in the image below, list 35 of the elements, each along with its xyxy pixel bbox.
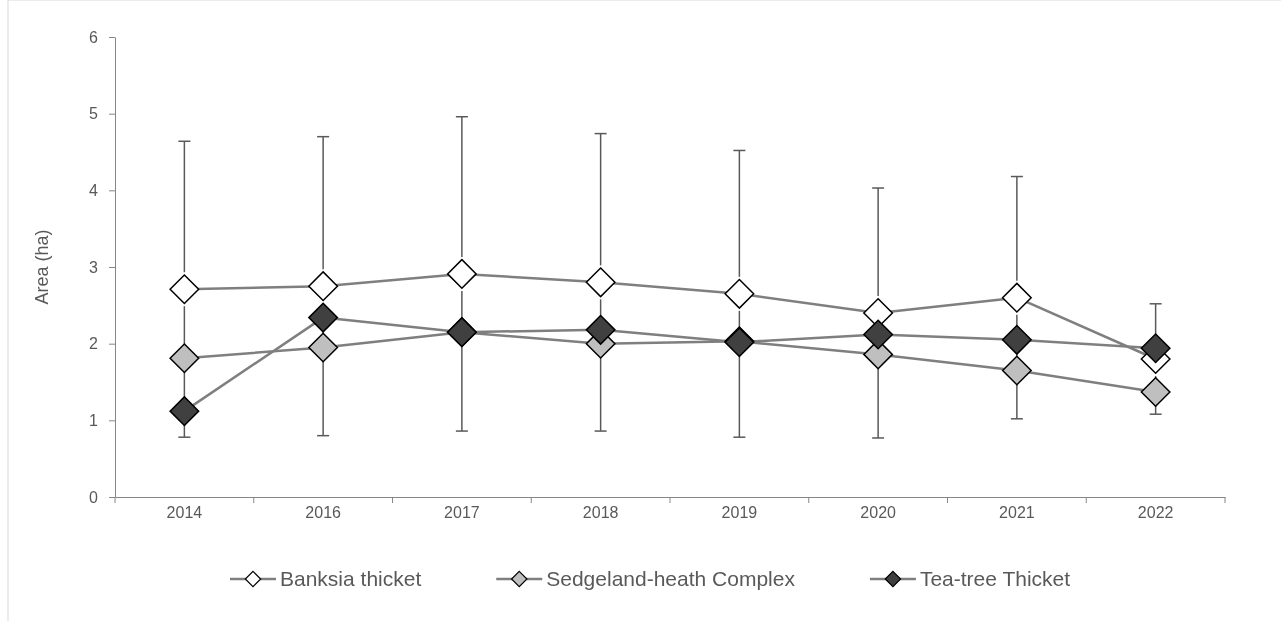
y-tick-label: 2 xyxy=(89,335,99,353)
x-tick-label: 2014 xyxy=(166,504,203,521)
y-tick-label: 1 xyxy=(89,411,99,429)
point xyxy=(1140,333,1171,364)
y-tick-label: 6 xyxy=(89,28,99,46)
x-tick-label: 2022 xyxy=(1137,504,1174,521)
x-tick-label: 2020 xyxy=(860,504,897,521)
point xyxy=(169,396,200,427)
point xyxy=(308,332,339,363)
x-tick-label: 2021 xyxy=(999,504,1035,521)
legend-label: Sedgeland-heath Complex xyxy=(546,567,796,590)
point xyxy=(1001,324,1032,355)
y-tick-label: 4 xyxy=(89,181,99,199)
point xyxy=(1001,282,1032,313)
point xyxy=(308,302,339,333)
x-tick-label: 2019 xyxy=(721,504,758,521)
point xyxy=(1001,355,1032,386)
point xyxy=(585,267,616,298)
point xyxy=(1140,376,1171,407)
y-axis-title: Area (ha) xyxy=(32,229,52,305)
x-tick-label: 2018 xyxy=(582,504,619,521)
point xyxy=(446,258,477,289)
point xyxy=(585,314,616,345)
legend-label: Banksia thicket xyxy=(280,567,422,590)
y-tick-label: 3 xyxy=(89,258,99,276)
point xyxy=(169,274,200,305)
x-tick-label: 2017 xyxy=(444,504,480,521)
y-tick-label: 0 xyxy=(89,488,99,506)
point xyxy=(724,278,755,309)
point xyxy=(308,271,339,302)
point xyxy=(169,343,200,374)
point xyxy=(863,319,894,350)
legend-label: Tea-tree Thicket xyxy=(919,567,1071,590)
x-tick-label: 2016 xyxy=(305,504,342,521)
y-tick-label: 5 xyxy=(89,105,99,123)
